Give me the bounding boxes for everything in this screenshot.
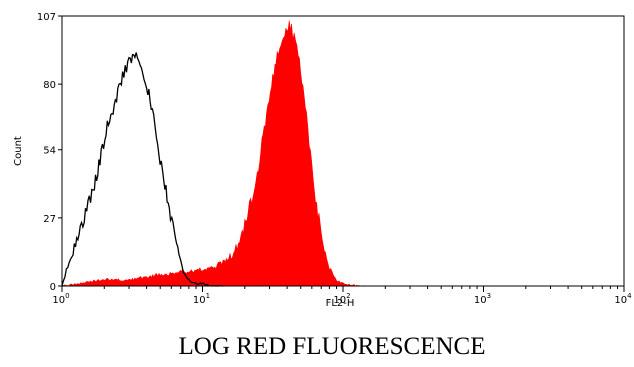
x-tick-exponent: 1	[206, 292, 210, 300]
x-tick-exponent: 4	[627, 292, 632, 300]
x-tick-label: 101	[193, 292, 210, 306]
x-tick-label: 102	[333, 292, 350, 306]
x-tick-base: 10	[193, 295, 206, 306]
x-tick-exponent: 3	[487, 292, 491, 300]
x-tick-base: 10	[333, 295, 346, 306]
outline-histogram	[61, 52, 223, 287]
y-tick-label: 107	[37, 12, 56, 23]
plot-frame	[61, 15, 625, 287]
x-tick-labels: 100 101 102 103 104	[52, 292, 632, 306]
x-tick-marks	[61, 286, 625, 292]
x-tick-label: 104	[614, 292, 632, 306]
x-tick-label: 100	[52, 292, 69, 306]
y-tick-label: 54	[43, 146, 56, 157]
y-tick-marks	[58, 15, 62, 287]
filled-histogram	[61, 20, 368, 287]
histogram-series	[61, 20, 368, 287]
x-tick-exponent: 0	[65, 292, 69, 300]
y-tick-label: 0	[50, 282, 56, 293]
x-tick-base: 10	[614, 295, 627, 306]
y-tick-label: 27	[43, 214, 56, 225]
x-tick-exponent: 2	[346, 292, 350, 300]
y-tick-label: 80	[43, 80, 56, 91]
y-tick-labels: 0 27 54 80 107	[37, 12, 56, 293]
x-tick-base: 10	[474, 295, 487, 306]
x-tick-label: 103	[474, 292, 491, 306]
y-axis-label: Count	[13, 136, 24, 166]
chart-caption: LOG RED FLUORESCENCE	[179, 333, 486, 360]
x-tick-base: 10	[52, 295, 65, 306]
x-axis-label: FL2-H	[326, 298, 355, 309]
